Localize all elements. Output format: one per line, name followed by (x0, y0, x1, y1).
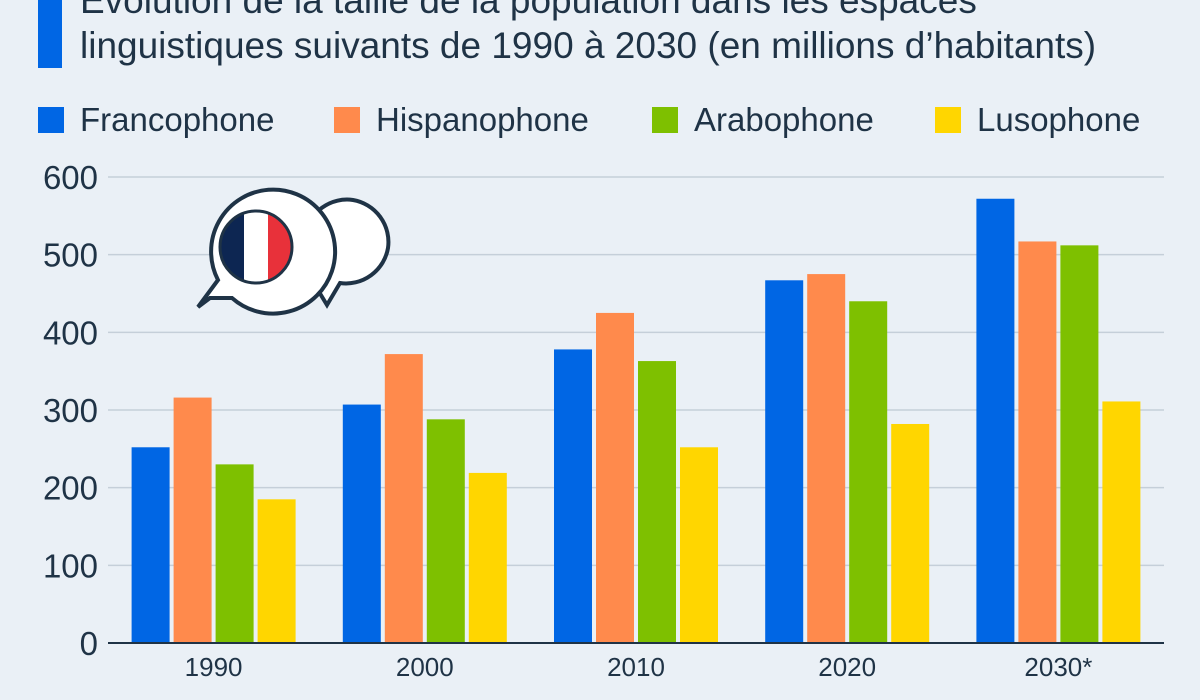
bar-hispanophone-2010 (596, 312, 634, 643)
legend-label-hispanophone: Hispanophone (376, 101, 589, 138)
bars-layer (131, 198, 1141, 644)
x-tick-label: 1990 (185, 652, 243, 682)
bar-lusophone-2000 (468, 472, 507, 643)
x-tick-label: 2000 (396, 652, 454, 682)
legend-swatch-arabophone (652, 107, 678, 133)
bar-hispanophone-2000 (384, 354, 423, 643)
bar-francophone-2030 (976, 198, 1015, 643)
bar-lusophone-2020 (891, 423, 930, 643)
y-tick-label: 300 (43, 392, 98, 429)
y-tick-label: 200 (43, 470, 98, 507)
bar-lusophone-2030 (1102, 401, 1141, 643)
bar-francophone-2020 (765, 280, 804, 643)
bar-francophone-2010 (554, 349, 592, 643)
french-flag-icon (218, 209, 294, 285)
bar-hispanophone-2030 (1018, 241, 1057, 644)
title-accent-bar (38, 0, 62, 68)
bar-arabophone-2030 (1060, 245, 1099, 643)
bar-chart: 0 100 200 300 400 500 600 1990 2000 2010 2020 2030* (43, 159, 1164, 682)
bar-lusophone-1990 (257, 499, 296, 643)
legend-label-francophone: Francophone (80, 101, 275, 138)
axis-layer: 0 100 200 300 400 500 600 1990 2000 2010 2020 2030* (43, 159, 1164, 682)
x-tick-label: 2010 (607, 652, 665, 682)
chart-title-line-2: linguistiques suivants de 1990 à 2030 (e… (80, 25, 1097, 66)
legend-label-lusophone: Lusophone (977, 101, 1141, 138)
bar-hispanophone-1990 (173, 397, 212, 643)
flag-stripe-white (244, 211, 268, 283)
bar-arabophone-2000 (426, 419, 465, 643)
bar-arabophone-2020 (849, 301, 888, 643)
x-tick-label: 2020 (818, 652, 876, 682)
bar-arabophone-1990 (215, 464, 254, 643)
chart-title: Évolution de la taille de la population … (80, 0, 1096, 68)
y-tick-label: 100 (43, 547, 98, 584)
y-tick-label: 600 (43, 159, 98, 196)
y-tick-label: 400 (43, 314, 98, 351)
bar-francophone-2000 (342, 404, 381, 643)
bar-lusophone-2010 (680, 447, 718, 643)
bar-francophone-1990 (131, 447, 170, 643)
y-tick-label: 0 (80, 625, 98, 662)
legend-swatch-lusophone (935, 107, 961, 133)
title-block: Évolution de la taille de la population … (0, 0, 1200, 78)
x-tick-label: 2030* (1024, 652, 1092, 682)
legend-swatch-francophone (38, 107, 64, 133)
bar-hispanophone-2020 (807, 274, 846, 643)
y-tick-label: 500 (43, 237, 98, 274)
legend-label-arabophone: Arabophone (694, 101, 874, 138)
chart-title-line-1: Évolution de la taille de la population … (80, 0, 977, 21)
legend-swatch-hispanophone (334, 107, 360, 133)
speech-bubbles-french-flag-icon (196, 187, 391, 316)
bar-arabophone-2010 (638, 361, 676, 643)
